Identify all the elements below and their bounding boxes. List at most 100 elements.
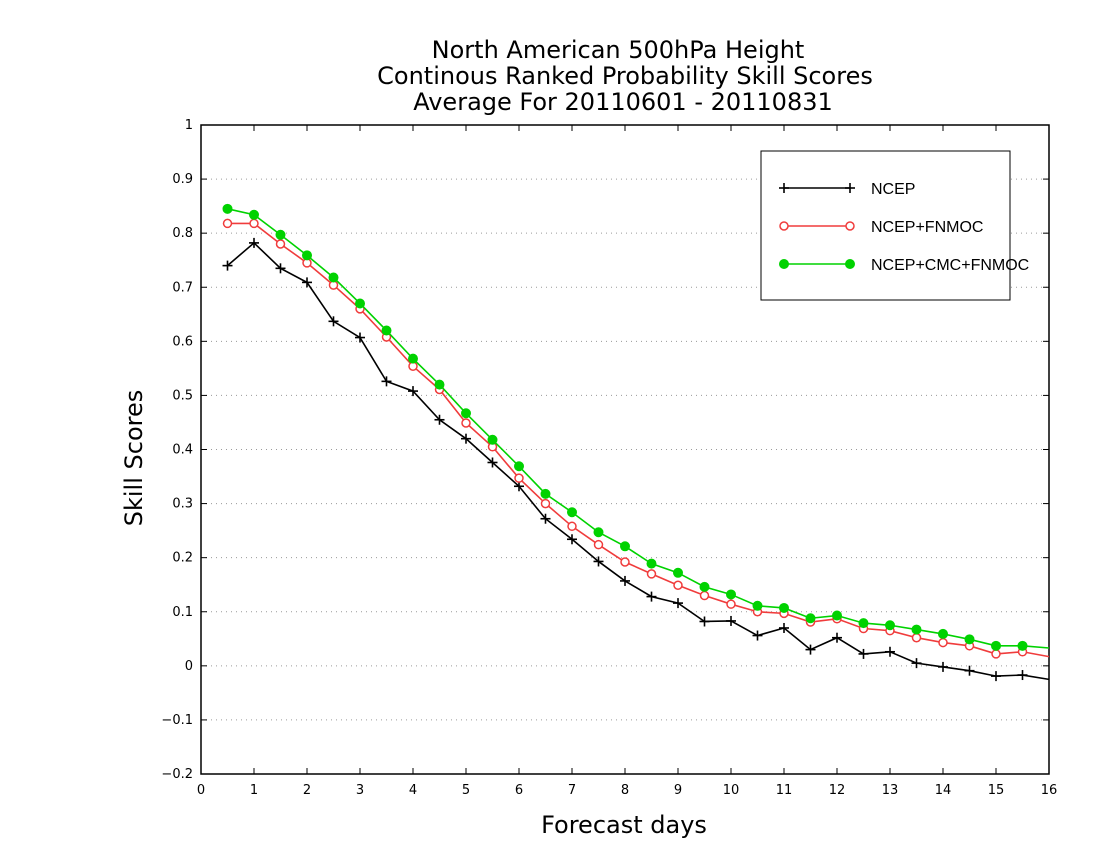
y-tick-label: 0.7 <box>172 280 193 295</box>
data-point <box>1017 640 1028 651</box>
chart-title: North American 500hPa Height Continous R… <box>377 36 873 116</box>
y-tick-label: 0 <box>185 659 193 674</box>
data-point <box>302 250 312 261</box>
data-point <box>355 332 365 343</box>
x-tick-label: 3 <box>356 783 364 798</box>
data-point <box>673 598 683 609</box>
x-tick-label: 7 <box>568 783 576 798</box>
data-point <box>540 498 551 509</box>
y-tick-label: 0.8 <box>172 226 193 241</box>
data-point <box>540 513 551 524</box>
data-point <box>408 386 418 397</box>
data-point <box>673 580 683 590</box>
data-point <box>461 418 471 428</box>
data-point <box>222 203 233 214</box>
y-axis-label: Skill Scores <box>120 390 148 527</box>
x-tick-label: 15 <box>988 783 1005 798</box>
data-point <box>964 665 975 676</box>
y-tick-label: −0.2 <box>161 767 193 782</box>
data-point <box>938 661 948 672</box>
data-point <box>461 433 471 444</box>
data-point <box>381 376 392 387</box>
data-point <box>408 353 418 364</box>
data-point <box>275 229 286 240</box>
data-point <box>381 325 392 336</box>
data-point <box>328 272 339 283</box>
data-point <box>699 590 710 601</box>
legend: NCEP NCEP+FNMOC NCEP+CMC+FNMOC <box>760 150 1029 301</box>
x-tick-label: 16 <box>1041 783 1058 798</box>
data-point <box>514 461 524 472</box>
y-tick-label: 1 <box>185 118 193 133</box>
y-tick-label: 0.2 <box>172 551 193 566</box>
data-point <box>726 589 736 600</box>
y-tick-label: 0.1 <box>172 605 193 620</box>
data-point <box>938 628 948 639</box>
x-tick-label: 1 <box>250 783 258 798</box>
data-point <box>726 615 736 626</box>
data-point <box>805 644 816 655</box>
chart-title-line-3: Average For 20110601 - 20110831 <box>413 88 833 116</box>
data-point <box>593 556 604 567</box>
data-point <box>991 640 1001 651</box>
x-tick-label: 13 <box>882 783 899 798</box>
data-point <box>832 632 842 643</box>
legend-marker <box>779 221 789 231</box>
data-point <box>222 218 233 229</box>
y-tick-label: 0.9 <box>172 172 193 187</box>
data-point <box>938 637 948 648</box>
data-point <box>487 457 498 468</box>
data-point <box>434 414 445 425</box>
data-point <box>885 620 895 631</box>
data-point <box>249 218 259 229</box>
series-0 <box>222 237 1050 682</box>
data-point <box>567 521 577 532</box>
series-group <box>222 203 1050 682</box>
data-point <box>752 600 763 611</box>
legend-marker <box>845 183 855 193</box>
y-tick-label: −0.1 <box>161 713 193 728</box>
legend-label: NCEP <box>871 181 915 198</box>
data-point <box>514 473 524 483</box>
x-tick-label: 9 <box>674 783 682 798</box>
y-axis-ticks: −0.2 −0.1 0 0.1 0.2 0.3 0.4 0.5 0.6 0.7 0.8 0.9 1 <box>161 118 1049 782</box>
x-tick-label: 2 <box>303 783 311 798</box>
x-tick-label: 4 <box>409 783 417 798</box>
data-point <box>646 558 657 569</box>
data-point <box>699 581 710 592</box>
data-point <box>620 541 630 552</box>
legend-marker <box>845 259 855 269</box>
data-point <box>275 239 286 249</box>
data-point <box>858 618 869 629</box>
data-point <box>567 507 577 518</box>
data-point <box>355 298 365 309</box>
data-point <box>487 434 498 445</box>
data-point <box>779 602 789 613</box>
data-point <box>249 209 259 220</box>
data-point <box>964 634 975 645</box>
data-point <box>911 632 922 643</box>
y-tick-label: 0.3 <box>172 497 193 512</box>
legend-marker <box>845 221 855 231</box>
series-2 <box>222 203 1050 651</box>
x-tick-label: 0 <box>197 783 205 798</box>
x-tick-label: 6 <box>515 783 523 798</box>
x-axis-ticks: 0 1 2 3 4 5 6 7 8 9 10 11 12 13 14 15 16 <box>197 125 1057 798</box>
data-point <box>461 408 471 419</box>
data-point <box>222 260 233 271</box>
x-tick-label: 8 <box>621 783 629 798</box>
data-point <box>699 616 710 627</box>
data-point <box>832 610 842 621</box>
x-tick-label: 12 <box>829 783 846 798</box>
data-point <box>249 237 259 248</box>
data-point <box>275 263 286 274</box>
legend-entry: NCEP+FNMOC <box>779 219 983 236</box>
data-point <box>673 567 683 578</box>
data-point <box>991 649 1001 659</box>
legend-entry: NCEP <box>779 181 915 198</box>
data-point <box>620 575 630 586</box>
x-tick-label: 11 <box>776 783 793 798</box>
y-tick-label: 0.6 <box>172 334 193 349</box>
chart-title-line-1: North American 500hPa Height <box>432 36 805 64</box>
